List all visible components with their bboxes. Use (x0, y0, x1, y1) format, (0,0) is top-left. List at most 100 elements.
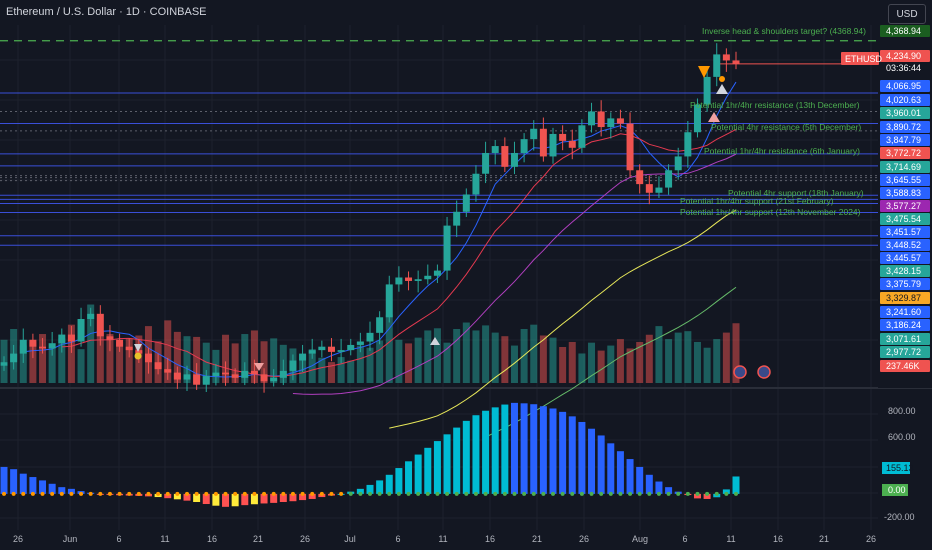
macd-signal-dot (300, 491, 305, 496)
macd-signal-dot (695, 491, 700, 496)
price-scale-label-bg (880, 147, 930, 159)
volume-bar (376, 340, 384, 383)
macd-signal-dot (473, 491, 478, 496)
macd-scale[interactable] (878, 390, 932, 530)
macd-signal-dot (358, 491, 363, 496)
price-scale-label: 3,448.52 (886, 240, 921, 250)
volume-bar (241, 334, 249, 383)
volume-bar (106, 334, 114, 383)
candle-body (530, 128, 538, 140)
macd-signal-dot (734, 491, 738, 496)
volume-bar (616, 339, 624, 383)
macd-signal-dot (59, 491, 64, 496)
candle-body (549, 133, 557, 157)
volume-bar (318, 357, 326, 383)
macd-histogram-bar (212, 493, 220, 506)
time-scale[interactable] (0, 530, 932, 550)
macd-histogram-bar (472, 415, 480, 494)
macd-signal-dot (483, 491, 488, 496)
macd-signal-dot (79, 491, 84, 496)
candle-body (510, 152, 518, 167)
volume-bar (67, 324, 75, 383)
price-scale-label-bg (880, 360, 930, 372)
macd-signal-dot (368, 491, 372, 496)
candle-body (588, 111, 596, 126)
candle-body (222, 372, 230, 375)
macd-histogram-bar (510, 402, 518, 494)
macd-histogram-bar (424, 447, 432, 494)
macd-signal-dot (685, 491, 690, 496)
price-scale-label: 3,960.01 (886, 108, 921, 118)
currency-button[interactable]: USD (888, 4, 926, 24)
price-scale-label-bg (880, 50, 930, 62)
macd-histogram-bar (10, 469, 18, 494)
macd-signal-dot (637, 491, 642, 496)
macd-histogram-bar (645, 474, 653, 494)
price-scale-label: 4,066.95 (886, 81, 921, 91)
x-tick-label: 26 (13, 534, 23, 544)
volume-bar (405, 343, 413, 383)
price-scale-label: 2,977.72 (886, 347, 921, 357)
event-flag-icon[interactable] (733, 365, 747, 379)
candle-body (462, 194, 470, 212)
x-tick-label: 26 (300, 534, 310, 544)
macd-signal-dot (117, 491, 122, 496)
volume-bar (58, 338, 66, 383)
price-scale-label-bg (880, 187, 930, 199)
price-scale-label-bg (880, 306, 930, 318)
price-scale-label-bg (880, 80, 930, 92)
macd-signal-dot (271, 491, 276, 496)
macd-signal-dot (348, 491, 353, 496)
macd-zero-bg (882, 484, 908, 496)
macd-histogram-bar (260, 493, 268, 504)
candle-body (67, 334, 75, 342)
signal-dot-icon (134, 352, 142, 360)
signal-dot-icon (719, 76, 725, 82)
candle-body (250, 370, 258, 375)
macd-histogram-bar (29, 477, 37, 494)
volume-bar (222, 334, 230, 383)
volume-bar (645, 334, 653, 383)
candle-body (722, 54, 730, 61)
x-tick-label: 11 (160, 534, 169, 544)
macd-signal-dot (30, 491, 35, 496)
volume-bar (472, 330, 480, 383)
macd-scale-label: 600.00 (888, 432, 916, 442)
price-scale-label-bg (880, 333, 930, 345)
macd-signal-dot (570, 491, 575, 496)
candle-body (77, 319, 85, 342)
macd-histogram-bar (202, 493, 210, 505)
macd-zero-label: 0.00 (888, 485, 906, 495)
macd-histogram-bar (482, 410, 490, 494)
macd-signal-dot (185, 491, 189, 496)
candle-body (19, 339, 27, 354)
candle-body (405, 277, 413, 281)
price-scale-label: 3,475.54 (886, 214, 921, 224)
macd-histogram-bar (693, 493, 701, 499)
event-flag-icon[interactable] (757, 365, 771, 379)
candle-body (144, 353, 152, 363)
macd-signal-dot (329, 491, 334, 496)
price-scale-label-bg (880, 121, 930, 133)
candle-body (289, 360, 297, 371)
price-scale-label: 4,368.94 (886, 26, 921, 36)
macd-signal-dot (204, 491, 209, 496)
volume-bar (250, 330, 258, 383)
candle-body (270, 377, 278, 382)
price-scale-label-bg (880, 174, 930, 186)
candle-body (96, 313, 104, 337)
macd-histogram-bar (308, 493, 316, 499)
macd-signal-dot (618, 491, 623, 496)
candle-body (231, 374, 239, 378)
volume-bar (48, 347, 56, 383)
macd-histogram-bar (39, 480, 47, 494)
volume-bar (193, 336, 201, 383)
macd-signal-dot (589, 491, 594, 496)
x-tick-label: 16 (485, 534, 495, 544)
volume-bar (164, 320, 172, 383)
volume-bar (491, 332, 499, 383)
x-tick-label: 16 (207, 534, 217, 544)
candle-body (674, 156, 682, 171)
price-scale-label-bg (880, 265, 930, 277)
